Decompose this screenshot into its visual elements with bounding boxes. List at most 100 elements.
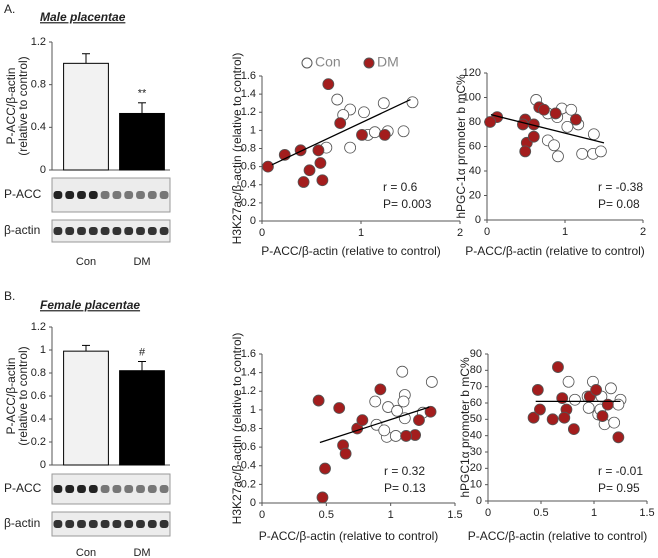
y-tick-label: 0.8 xyxy=(31,79,46,91)
point xyxy=(590,384,603,396)
point xyxy=(406,96,419,109)
point xyxy=(538,103,550,116)
y-tick-label: 0.4 xyxy=(31,121,46,133)
y-tick-label: 60 xyxy=(469,140,481,152)
y-tick-label: 0 xyxy=(476,495,482,507)
blot-band xyxy=(136,520,145,528)
group-label: DM xyxy=(133,256,150,268)
annotation: r = 0.6 xyxy=(383,180,418,194)
y-tick-label: 0 xyxy=(40,164,46,176)
point xyxy=(377,97,390,110)
x-tick-label: 2 xyxy=(640,226,646,238)
point xyxy=(368,126,381,139)
point xyxy=(294,144,307,157)
y-tick-label: 0.8 xyxy=(241,422,256,434)
point xyxy=(339,447,352,460)
y-tick-label: 0.8 xyxy=(31,367,46,379)
point xyxy=(608,416,621,429)
bar xyxy=(63,350,109,466)
blot-band xyxy=(159,485,169,493)
point xyxy=(297,176,310,188)
x-axis-label: P-ACC/β-actin (relative to control) xyxy=(465,244,645,258)
point xyxy=(397,125,410,138)
point xyxy=(400,430,413,442)
y-tick-label: 1.4 xyxy=(241,88,256,100)
blot-band xyxy=(159,191,169,199)
y-tick-label: 20 xyxy=(469,189,481,201)
significance: ** xyxy=(138,88,147,100)
y-tick-label: 1.6 xyxy=(241,70,256,82)
blot-band xyxy=(53,227,63,235)
group-label: DM xyxy=(133,547,150,558)
y-tick-label: 0 xyxy=(250,215,256,227)
annotation: r = -0.38 xyxy=(598,180,643,194)
y-axis-label: hPGC-1α promoter b mC% xyxy=(454,74,468,219)
x-tick-label: 0 xyxy=(484,226,490,238)
point xyxy=(565,103,578,116)
y-tick-label: 0.6 xyxy=(241,441,256,453)
blot-band xyxy=(147,227,157,235)
blot-band xyxy=(112,520,122,528)
point xyxy=(312,144,325,157)
point xyxy=(612,431,625,444)
blot-band xyxy=(124,227,134,235)
y-tick-label: 80 xyxy=(469,116,481,128)
panel-label: B. xyxy=(4,289,15,303)
y-tick-label: 0 xyxy=(40,459,46,471)
point xyxy=(319,462,331,475)
blot-band xyxy=(53,191,63,199)
point xyxy=(552,150,564,163)
x-axis-label: P-ACC/β-actin (relative to control) xyxy=(468,529,648,543)
blot-band xyxy=(136,485,145,493)
blot-band xyxy=(124,485,134,493)
point xyxy=(548,139,560,152)
point xyxy=(549,107,562,120)
point xyxy=(552,361,564,373)
blot-band xyxy=(136,227,145,235)
point xyxy=(358,106,370,119)
trendline xyxy=(319,406,430,444)
annotation: r = -0.01 xyxy=(598,464,643,478)
y-tick-label: 20 xyxy=(470,462,482,474)
point xyxy=(344,141,357,154)
point xyxy=(424,405,437,418)
bar xyxy=(119,112,165,171)
y-tick-label: 1.4 xyxy=(241,367,256,379)
point xyxy=(378,129,391,141)
legend-label: Con xyxy=(315,54,341,70)
y-tick-label: 40 xyxy=(469,165,481,177)
blot-band xyxy=(77,191,86,199)
blot-band xyxy=(100,191,110,199)
y-tick-label: 0 xyxy=(475,214,481,226)
x-tick-label: 2 xyxy=(457,227,463,239)
y-tick-label: 1.2 xyxy=(31,36,46,48)
y-tick-label: 80 xyxy=(470,364,482,376)
y-tick-label: 90 xyxy=(470,348,482,360)
blot-band xyxy=(100,520,110,528)
blot-band xyxy=(88,227,98,235)
annotation: P= 0.13 xyxy=(384,481,426,495)
y-tick-label: 0.4 xyxy=(241,179,256,191)
point xyxy=(333,402,346,414)
point xyxy=(546,413,559,426)
y-tick-label: 0.2 xyxy=(241,197,256,209)
blot-band xyxy=(65,191,75,199)
point xyxy=(596,410,609,422)
y-axis-label: P-ACC/β-actin xyxy=(4,68,18,145)
point xyxy=(397,395,410,408)
point xyxy=(576,147,589,160)
x-tick-label: 1 xyxy=(388,509,394,521)
point xyxy=(322,78,335,91)
blot-band xyxy=(77,227,86,235)
point xyxy=(425,376,438,388)
point xyxy=(567,423,580,436)
x-tick-label: 1 xyxy=(358,227,364,239)
point xyxy=(312,394,325,407)
point xyxy=(391,404,404,417)
blot-band xyxy=(88,485,98,493)
blot-label: β-actin xyxy=(4,223,40,237)
point xyxy=(331,93,344,106)
x-tick-label: 1 xyxy=(562,226,568,238)
legend-label: DM xyxy=(377,54,399,70)
